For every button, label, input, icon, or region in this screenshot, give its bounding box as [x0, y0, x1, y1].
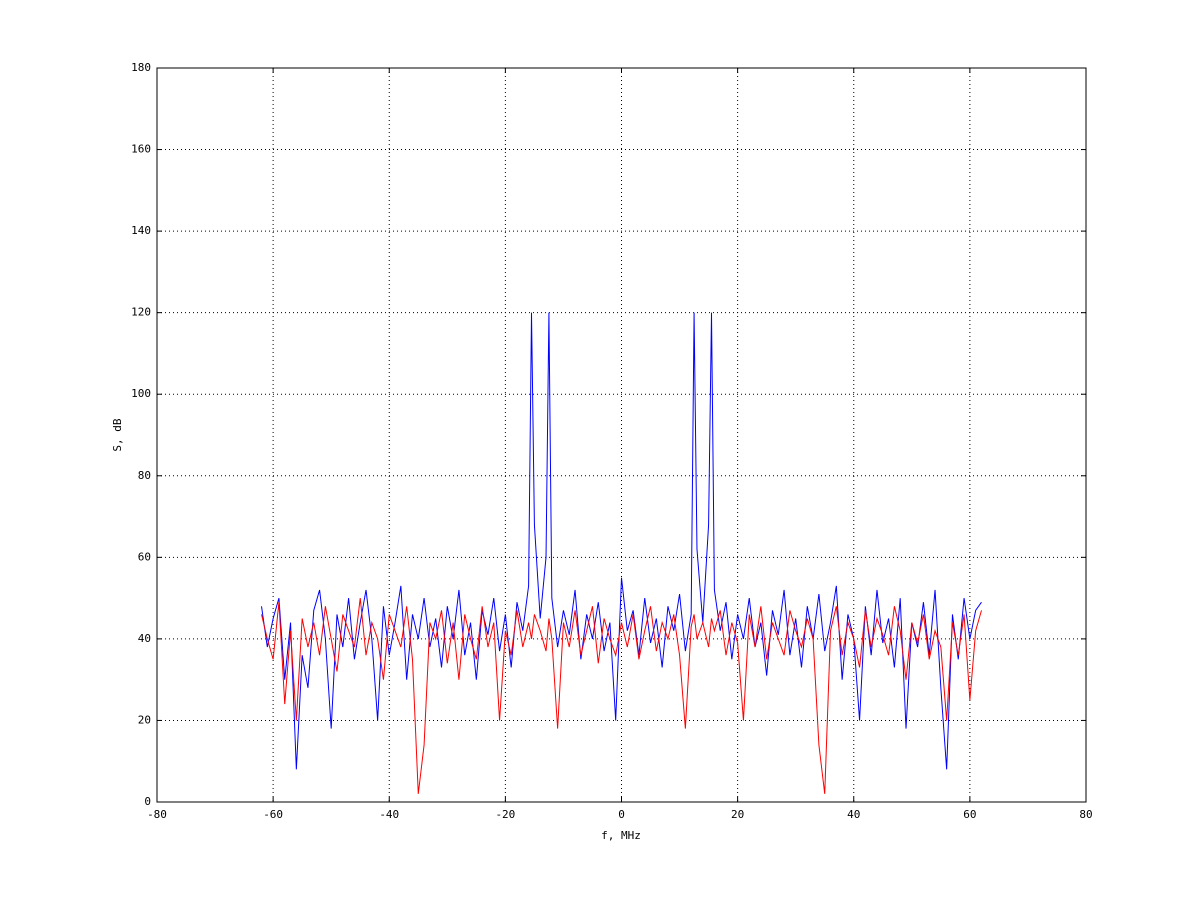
y-tick-label: 120 — [131, 306, 151, 319]
y-tick-label: 60 — [138, 550, 151, 563]
x-tick-label: 20 — [731, 808, 744, 821]
x-axis-label: f, MHz — [601, 829, 641, 842]
y-axis-label: S, dB — [111, 418, 124, 451]
y-tick-label: 180 — [131, 61, 151, 74]
x-tick-label: -80 — [147, 808, 167, 821]
x-tick-label: -60 — [263, 808, 283, 821]
data-line — [261, 312, 982, 770]
x-tick-label: -20 — [495, 808, 515, 821]
y-tick-label: 80 — [138, 469, 151, 482]
y-tick-label: 0 — [144, 795, 151, 808]
x-tick-label: 0 — [618, 808, 625, 821]
y-tick-label: 100 — [131, 387, 151, 400]
x-tick-label: 40 — [847, 808, 860, 821]
y-tick-label: 40 — [138, 632, 151, 645]
y-tick-label: 160 — [131, 143, 151, 156]
plot-frame — [156, 67, 1087, 803]
y-tick-label: 20 — [138, 713, 151, 726]
x-tick-label: -40 — [379, 808, 399, 821]
x-tick-label: 60 — [963, 808, 976, 821]
x-tick-label: 80 — [1079, 808, 1092, 821]
y-tick-label: 140 — [131, 224, 151, 237]
data-line — [261, 598, 982, 794]
